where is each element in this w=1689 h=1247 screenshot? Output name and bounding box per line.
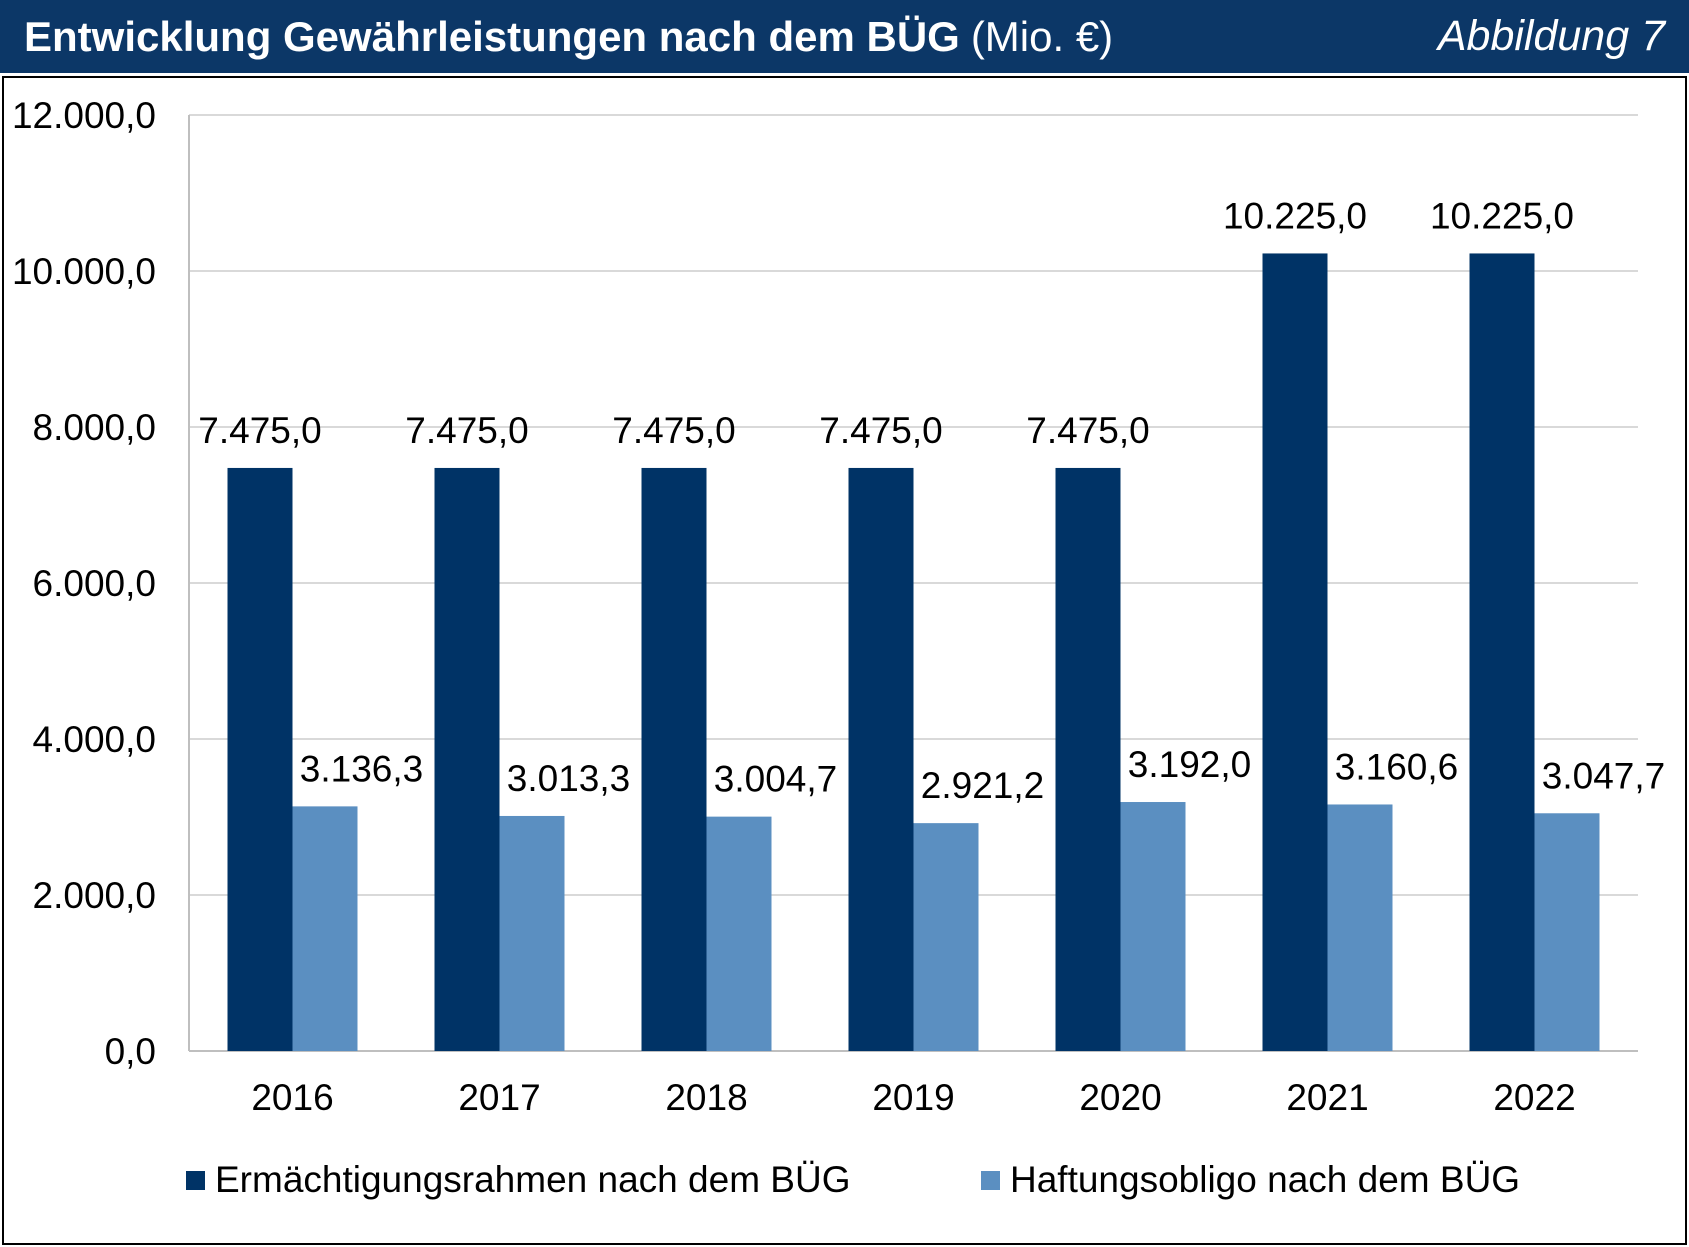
y-tick-label: 4.000,0 xyxy=(33,719,156,760)
bar-ermaechtigungsrahmen-2017 xyxy=(434,467,500,1051)
chart-title-row: Entwicklung Gewährleistungen nach dem BÜ… xyxy=(24,0,1113,73)
data-label-ermaechtigungsrahmen-2017: 7.475,0 xyxy=(405,410,528,451)
x-tick-label: 2019 xyxy=(872,1077,954,1118)
chart-frame xyxy=(2,76,1687,1245)
bar-haftungsobligo-2018 xyxy=(706,816,772,1051)
y-tick-label: 10.000,0 xyxy=(12,251,156,292)
x-tick-label: 2016 xyxy=(251,1077,333,1118)
legend-swatch-haftungsobligo xyxy=(981,1170,1000,1190)
bar-haftungsobligo-2020 xyxy=(1120,802,1186,1051)
x-tick-label: 2022 xyxy=(1493,1077,1575,1118)
y-tick-label: 0,0 xyxy=(105,1031,156,1072)
data-label-ermaechtigungsrahmen-2019: 7.475,0 xyxy=(819,410,942,451)
bar-ermaechtigungsrahmen-2020 xyxy=(1055,467,1121,1051)
bar-haftungsobligo-2017 xyxy=(499,815,565,1051)
data-label-ermaechtigungsrahmen-2022: 10.225,0 xyxy=(1430,195,1574,236)
data-label-ermaechtigungsrahmen-2018: 7.475,0 xyxy=(612,410,735,451)
y-tick-label: 2.000,0 xyxy=(33,875,156,916)
bar-haftungsobligo-2019 xyxy=(913,823,979,1051)
data-label-haftungsobligo-2022: 3.047,7 xyxy=(1542,755,1665,796)
bar-ermaechtigungsrahmen-2016 xyxy=(227,467,293,1051)
legend-label-ermaechtigungsrahmen: Ermächtigungsrahmen nach dem BÜG xyxy=(215,1159,851,1200)
data-label-ermaechtigungsrahmen-2016: 7.475,0 xyxy=(198,410,321,451)
data-label-ermaechtigungsrahmen-2020: 7.475,0 xyxy=(1026,410,1149,451)
data-label-haftungsobligo-2018: 3.004,7 xyxy=(714,759,837,800)
data-label-haftungsobligo-2020: 3.192,0 xyxy=(1128,744,1251,785)
chart-title: Entwicklung Gewährleistungen nach dem BÜ… xyxy=(24,13,960,60)
bar-haftungsobligo-2016 xyxy=(292,806,358,1051)
bar-haftungsobligo-2022 xyxy=(1534,813,1600,1051)
bar-haftungsobligo-2021 xyxy=(1327,804,1393,1051)
legend-item-haftungsobligo: Haftungsobligo nach dem BÜG xyxy=(981,1157,1520,1203)
data-label-haftungsobligo-2019: 2.921,2 xyxy=(921,765,1044,806)
chart-header: Entwicklung Gewährleistungen nach dem BÜ… xyxy=(0,0,1689,73)
x-tick-label: 2021 xyxy=(1286,1077,1368,1118)
bar-ermaechtigungsrahmen-2018 xyxy=(641,467,707,1051)
y-tick-label: 12.000,0 xyxy=(12,95,156,136)
figure-label: Abbildung 7 xyxy=(1437,12,1665,60)
y-tick-label: 6.000,0 xyxy=(33,563,156,604)
data-label-haftungsobligo-2017: 3.013,3 xyxy=(507,758,630,799)
chart-unit: (Mio. €) xyxy=(970,13,1114,60)
legend-swatch-ermaechtigungsrahmen xyxy=(186,1170,205,1190)
legend-label-haftungsobligo: Haftungsobligo nach dem BÜG xyxy=(1010,1159,1521,1200)
data-label-haftungsobligo-2016: 3.136,3 xyxy=(300,748,423,789)
legend-item-ermaechtigungsrahmen: Ermächtigungsrahmen nach dem BÜG xyxy=(186,1157,850,1203)
bar-ermaechtigungsrahmen-2021 xyxy=(1262,253,1328,1051)
data-label-ermaechtigungsrahmen-2021: 10.225,0 xyxy=(1223,195,1367,236)
x-tick-label: 2017 xyxy=(458,1077,540,1118)
data-label-haftungsobligo-2021: 3.160,6 xyxy=(1335,746,1458,787)
x-tick-label: 2018 xyxy=(665,1077,747,1118)
bar-ermaechtigungsrahmen-2022 xyxy=(1469,253,1535,1051)
bar-ermaechtigungsrahmen-2019 xyxy=(848,467,914,1051)
x-tick-label: 2020 xyxy=(1079,1077,1161,1118)
y-tick-label: 8.000,0 xyxy=(33,407,156,448)
